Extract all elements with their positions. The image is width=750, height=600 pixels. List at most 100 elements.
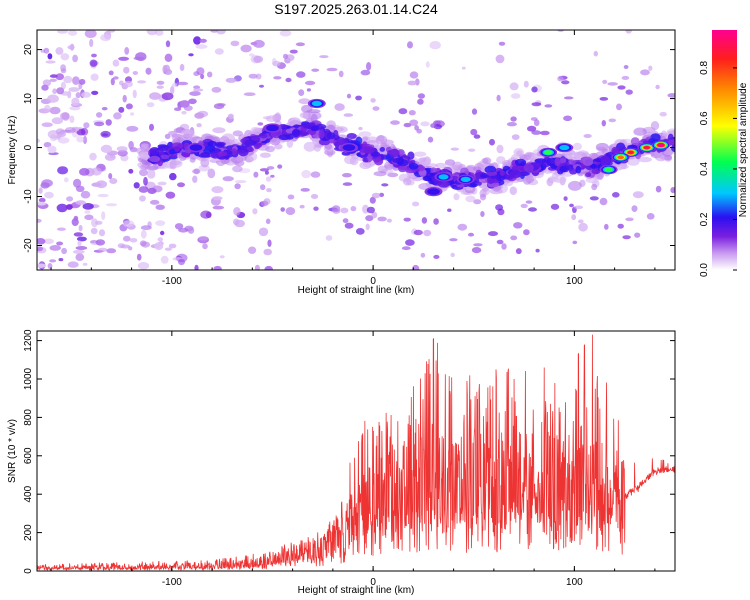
scatter-blob: [623, 65, 629, 69]
ridge-core-blob: [355, 136, 363, 145]
noise-blob: [420, 121, 430, 127]
noise-blob: [157, 237, 164, 242]
noise-blob: [193, 88, 204, 92]
scatter-blob: [622, 235, 631, 240]
noise-blob: [65, 204, 73, 210]
noise-blob: [49, 74, 58, 78]
noise-blob: [118, 106, 125, 113]
noise-blob: [113, 76, 119, 80]
ridge-halo-blob: [615, 164, 629, 170]
ridge-core-blob: [149, 155, 161, 163]
noise-blob: [91, 218, 98, 228]
scatter-blob: [510, 116, 517, 122]
noise-blob: [63, 75, 73, 84]
ridge-halo-blob: [139, 151, 151, 159]
noise-blob: [101, 107, 108, 111]
scatter-blob: [355, 228, 365, 235]
scatter-blob: [470, 128, 478, 136]
scatter-blob: [289, 49, 298, 54]
scatter-blob: [616, 103, 622, 111]
ridge-core-blob: [244, 139, 253, 147]
noise-blob: [137, 80, 147, 84]
noise-blob: [105, 203, 118, 207]
noise-blob: [73, 215, 79, 221]
ridge-halo-blob: [572, 142, 583, 151]
scatter-blob: [369, 196, 376, 204]
scatter-blob: [252, 208, 258, 215]
ridge-halo-blob: [144, 165, 158, 171]
scatter-blob: [450, 147, 459, 151]
ridge-core-blob: [630, 137, 640, 146]
scatter-blob: [572, 240, 578, 245]
ridge-core-blob: [389, 148, 400, 157]
ridge-halo-blob: [509, 186, 517, 195]
scatter-blob: [259, 168, 270, 172]
ridge-core-blob: [346, 133, 357, 139]
scatter-blob: [360, 69, 371, 76]
ridge-halo-blob: [140, 143, 149, 148]
noise-blob: [409, 71, 419, 79]
y-tick-label: 10: [23, 93, 34, 105]
scatter-blob: [390, 120, 400, 125]
scatter-blob: [273, 76, 282, 80]
scatter-blob: [496, 94, 501, 102]
colorbar-tick-label: 0.8: [699, 61, 710, 75]
noise-blob: [75, 253, 85, 261]
ridge-core-blob: [585, 172, 592, 178]
y-tick-label: -10: [23, 189, 34, 204]
hot-spot: [266, 124, 279, 132]
scatter-blob: [528, 207, 537, 212]
y-tick-label: 1200: [23, 329, 34, 352]
noise-blob: [160, 230, 165, 236]
scatter-blob: [280, 207, 286, 212]
hot-spot: [643, 145, 650, 150]
y-tick-label: 0: [23, 144, 34, 150]
noise-blob: [100, 34, 112, 42]
chart-title: S197.2025.263.01.14.C24: [274, 1, 438, 17]
noise-blob: [69, 106, 81, 111]
noise-blob: [160, 255, 169, 264]
scatter-blob: [531, 130, 542, 135]
noise-blob: [43, 142, 52, 148]
hot-spot: [438, 174, 449, 180]
scatter-blob: [608, 118, 616, 123]
noise-blob: [47, 145, 57, 154]
scatter-blob: [342, 173, 352, 178]
ridge-core-blob: [407, 151, 415, 160]
scatter-blob: [557, 75, 564, 82]
x-tick-label: 100: [566, 577, 583, 588]
scatter-blob: [287, 194, 295, 200]
noise-blob: [84, 30, 97, 38]
scatter-blob: [340, 207, 349, 214]
noise-blob: [412, 264, 420, 270]
noise-blob: [75, 246, 88, 250]
scatter-blob: [342, 182, 353, 186]
ridge-core-blob: [418, 165, 426, 172]
noise-blob: [81, 91, 91, 98]
scatter-blob: [531, 102, 542, 107]
noise-blob: [56, 227, 66, 231]
noise-blob: [77, 240, 82, 247]
noise-blob: [137, 262, 150, 270]
noise-blob: [95, 239, 106, 246]
noise-blob: [264, 265, 273, 270]
noise-blob: [67, 261, 79, 268]
scatter-blob: [480, 211, 485, 217]
scatter-blob: [578, 219, 584, 224]
noise-blob: [510, 93, 521, 99]
ridge-core-blob: [437, 180, 450, 188]
ridge-core-blob: [509, 170, 522, 179]
noise-blob: [75, 92, 81, 99]
ridge-core-blob: [291, 128, 301, 138]
y-tick-label: 800: [23, 409, 34, 426]
noise-blob: [248, 246, 257, 254]
noise-blob: [212, 196, 223, 201]
scatter-blob: [513, 222, 523, 229]
noise-blob: [140, 229, 147, 239]
scatter-blob: [260, 200, 269, 207]
scatter-blob: [346, 93, 352, 99]
ridge-halo-blob: [299, 111, 311, 119]
noise-blob: [235, 180, 247, 184]
noise-blob: [97, 193, 109, 198]
